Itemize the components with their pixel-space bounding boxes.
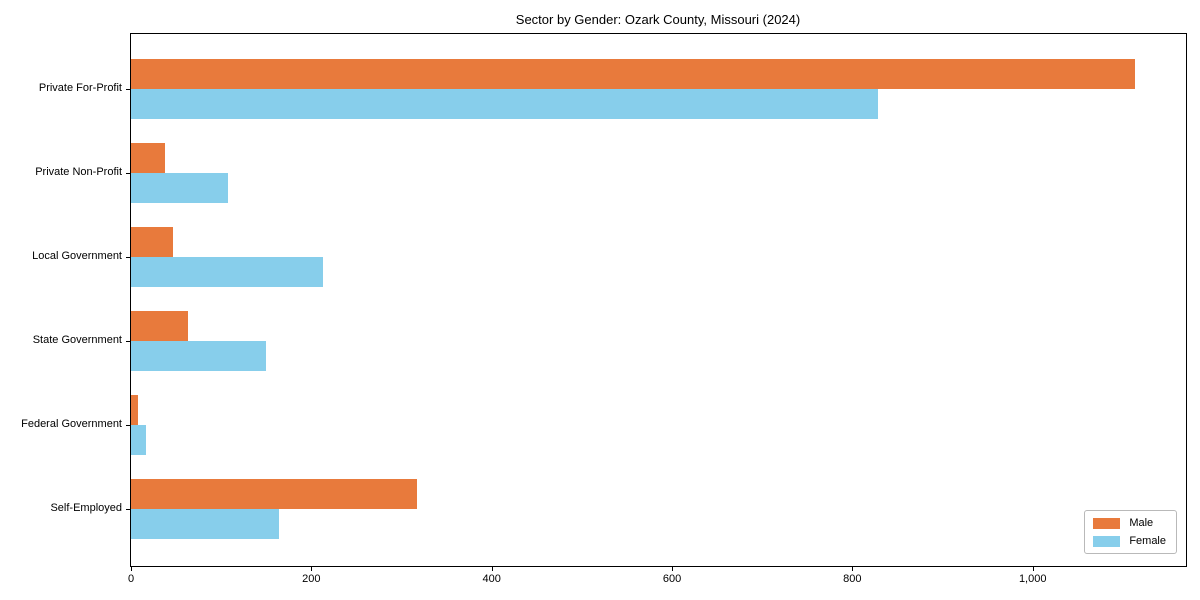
x-axis-tick xyxy=(672,566,674,571)
x-axis-tick-label: 400 xyxy=(482,573,501,585)
bar-male-1 xyxy=(131,143,166,173)
legend-entry-female: Female xyxy=(1093,535,1166,547)
bar-male-2 xyxy=(131,227,174,257)
y-axis-label: State Government xyxy=(32,334,122,346)
legend-label: Male xyxy=(1129,517,1154,529)
bar-female-4 xyxy=(131,425,147,455)
x-axis-tick-label: 200 xyxy=(302,573,321,585)
y-axis-tick xyxy=(126,173,131,174)
y-axis-label: Private Non-Profit xyxy=(35,166,122,178)
bar-female-2 xyxy=(131,257,324,287)
plot-area: Male Female 0 200 400 600 800 1,000 xyxy=(126,33,1187,585)
x-axis-tick xyxy=(491,566,493,571)
bar-male-4 xyxy=(131,395,139,425)
y-axis-labels: Private For-Profit Private Non-Profit Loca… xyxy=(0,33,122,565)
y-axis-tick xyxy=(126,341,131,342)
x-axis-tick xyxy=(852,566,854,571)
bar-male-3 xyxy=(131,311,188,341)
x-axis-tick-label: 1,000 xyxy=(1018,573,1047,585)
bar-female-0 xyxy=(131,89,878,119)
y-axis-label: Self-Employed xyxy=(50,502,122,514)
x-axis-tick xyxy=(131,566,132,571)
legend-swatch-male xyxy=(1093,517,1121,529)
y-axis-label: Federal Government xyxy=(21,418,122,430)
chart-title: Sector by Gender: Ozark County, Missouri… xyxy=(515,12,801,27)
y-axis-tick xyxy=(126,257,131,258)
legend-entry-male: Male xyxy=(1093,517,1166,529)
y-axis-tick xyxy=(126,89,131,90)
x-axis-tick-label: 800 xyxy=(843,573,862,585)
bar-male-5 xyxy=(131,479,417,509)
x-axis-tick xyxy=(311,566,313,571)
y-axis-tick xyxy=(126,509,131,510)
y-axis-label: Local Government xyxy=(32,250,122,262)
x-axis-tick-label: 600 xyxy=(662,573,682,585)
y-axis-label: Private For-Profit xyxy=(38,82,122,94)
bar-female-1 xyxy=(131,173,229,203)
x-axis-tick xyxy=(1032,566,1034,571)
bar-male-0 xyxy=(131,59,1135,89)
legend-swatch-female xyxy=(1093,535,1121,547)
legend-label: Female xyxy=(1129,535,1166,547)
bar-female-3 xyxy=(131,341,267,371)
legend: Male Female xyxy=(1084,510,1177,554)
bar-female-5 xyxy=(131,509,279,539)
x-axis-tick-label: 0 xyxy=(127,573,135,585)
y-axis-tick xyxy=(126,425,131,426)
